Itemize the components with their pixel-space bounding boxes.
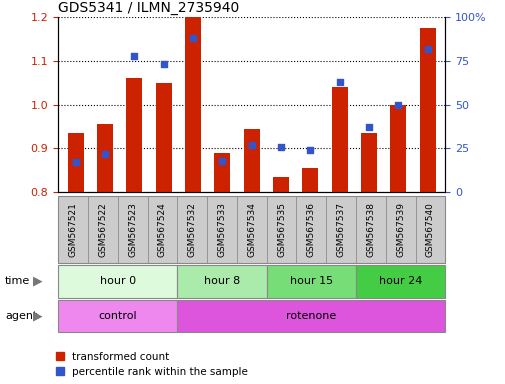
Bar — [126, 78, 142, 192]
Text: ▶: ▶ — [33, 275, 43, 288]
Text: GSM567534: GSM567534 — [247, 202, 256, 257]
Text: GSM567536: GSM567536 — [306, 202, 315, 257]
Point — [364, 124, 372, 131]
Bar — [301, 168, 318, 192]
Bar — [156, 83, 172, 192]
Point — [130, 53, 138, 59]
Point — [218, 157, 226, 164]
Text: GSM567532: GSM567532 — [187, 202, 196, 257]
Point — [160, 61, 168, 68]
Point — [247, 142, 256, 148]
Text: GSM567535: GSM567535 — [276, 202, 285, 257]
Bar — [389, 105, 406, 192]
Text: GDS5341 / ILMN_2735940: GDS5341 / ILMN_2735940 — [58, 1, 239, 15]
Text: GSM567521: GSM567521 — [69, 202, 77, 257]
Point — [306, 147, 314, 153]
Point — [276, 144, 284, 150]
Text: hour 0: hour 0 — [99, 276, 135, 286]
Text: control: control — [98, 311, 137, 321]
Bar — [331, 87, 347, 192]
Bar — [214, 153, 230, 192]
Bar — [68, 133, 84, 192]
Text: GSM567533: GSM567533 — [217, 202, 226, 257]
Text: hour 8: hour 8 — [204, 276, 239, 286]
Text: ▶: ▶ — [33, 310, 43, 322]
Text: GSM567522: GSM567522 — [98, 202, 107, 257]
Point — [72, 159, 80, 166]
Text: GSM567524: GSM567524 — [158, 202, 167, 257]
Text: GSM567523: GSM567523 — [128, 202, 137, 257]
Bar — [273, 177, 288, 192]
Text: GSM567540: GSM567540 — [425, 202, 434, 257]
Text: rotenone: rotenone — [286, 311, 336, 321]
Point — [335, 79, 343, 85]
Text: GSM567539: GSM567539 — [395, 202, 405, 257]
Text: hour 15: hour 15 — [289, 276, 332, 286]
Text: hour 24: hour 24 — [378, 276, 422, 286]
Bar — [185, 17, 201, 192]
Legend: transformed count, percentile rank within the sample: transformed count, percentile rank withi… — [56, 352, 248, 377]
Text: GSM567538: GSM567538 — [366, 202, 375, 257]
Bar — [243, 129, 259, 192]
Point — [101, 151, 109, 157]
Bar — [97, 124, 113, 192]
Point — [189, 35, 197, 41]
Text: agent: agent — [5, 311, 37, 321]
Bar — [419, 28, 435, 192]
Point — [393, 102, 401, 108]
Text: time: time — [5, 276, 30, 286]
Point — [423, 46, 431, 52]
Text: GSM567537: GSM567537 — [336, 202, 345, 257]
Bar — [360, 133, 376, 192]
